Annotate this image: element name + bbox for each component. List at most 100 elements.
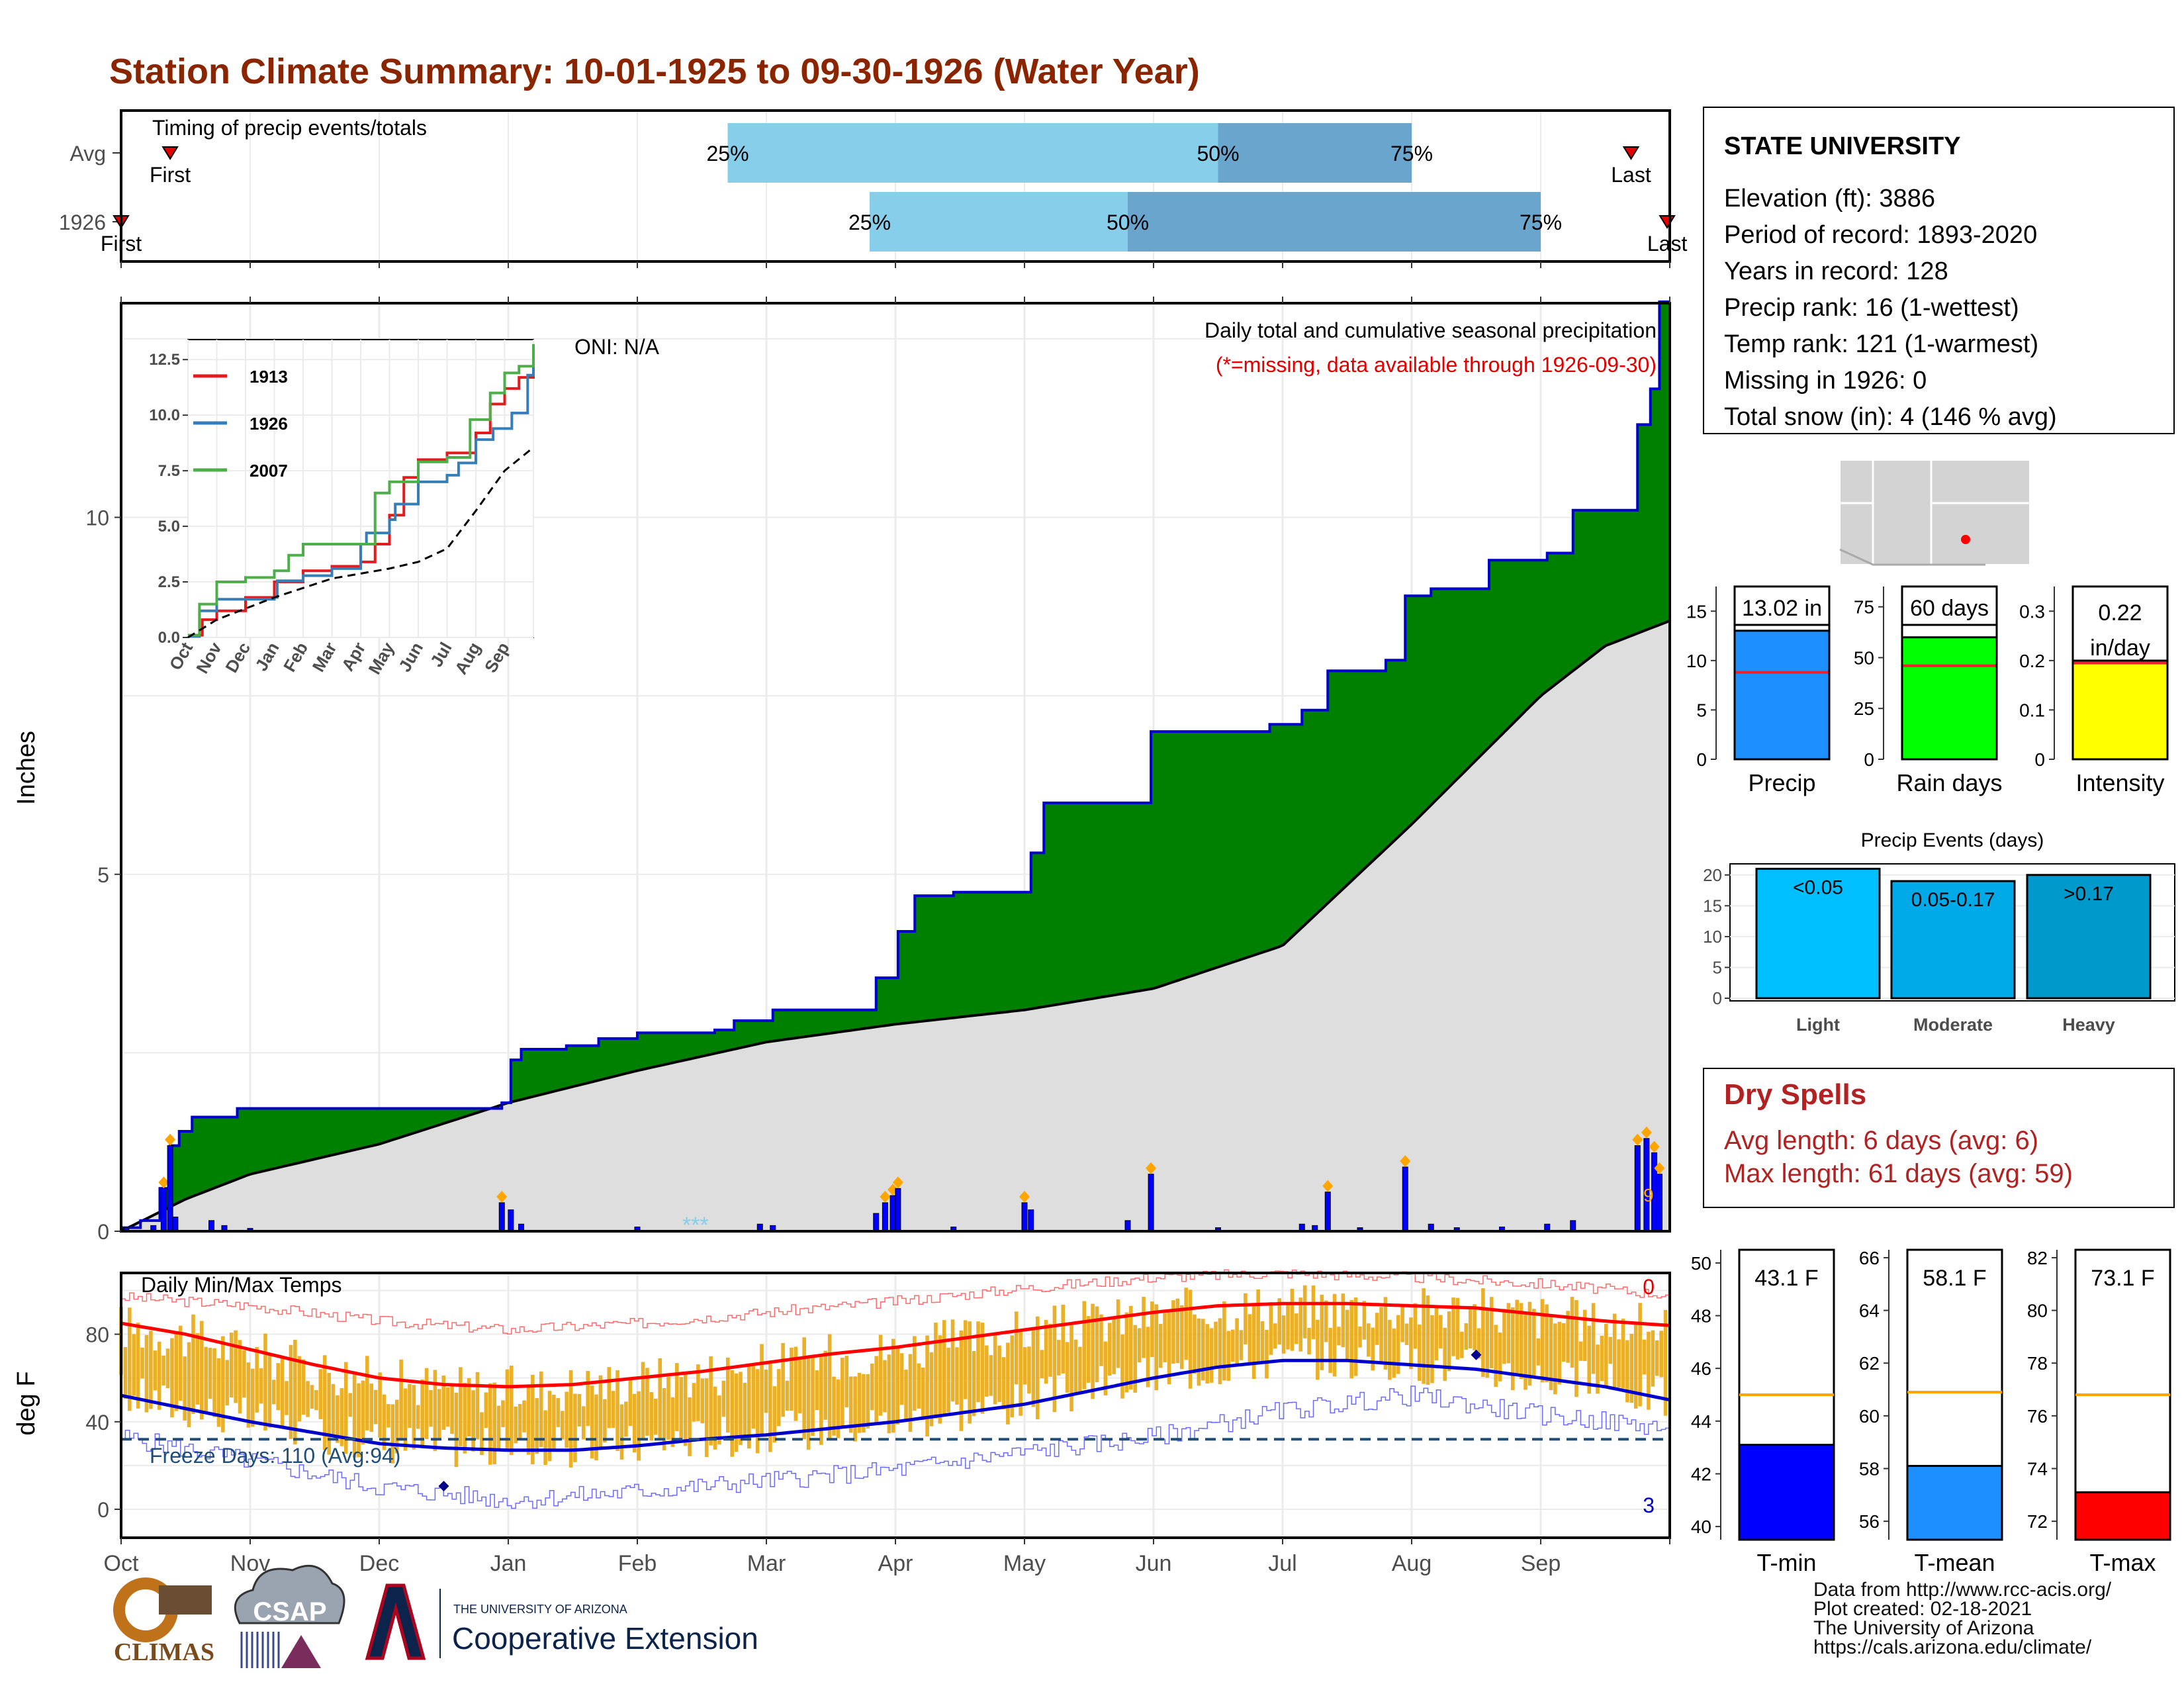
daily-temp-range-bar — [416, 1405, 420, 1429]
daily-temp-range-bar — [285, 1381, 289, 1415]
daily-temp-range-bar — [959, 1330, 964, 1431]
daily-precip-bar — [895, 1188, 901, 1232]
daily-temp-range-bar — [1244, 1293, 1248, 1344]
daily-temp-range-bar — [1133, 1325, 1138, 1393]
events-y-tick-label: 15 — [1703, 896, 1722, 915]
daily-temp-range-bar — [963, 1320, 968, 1399]
daily-temp-range-bar — [1251, 1303, 1256, 1380]
temperature-bars: 40 42 44 46 48 50 43.1 F T-min 56 58 60 62 64 66 58.1 … — [1691, 1248, 2171, 1576]
daily-temp-range-bar — [1184, 1288, 1188, 1360]
daily-temp-range-bar — [1596, 1344, 1600, 1394]
daily-temp-range-bar — [1353, 1297, 1358, 1376]
daily-temp-range-bar — [976, 1321, 980, 1403]
daily-temp-range-bar — [1545, 1304, 1549, 1383]
daily-temp-range-bar — [157, 1341, 161, 1410]
events-bar — [1755, 867, 1881, 1000]
precip-y-tick-label: 0 — [97, 1220, 109, 1244]
csap-mountain-icon — [281, 1635, 321, 1668]
daily-temp-range-bar — [212, 1348, 216, 1417]
daily-temp-range-bar — [679, 1377, 684, 1440]
summary-bar — [1901, 636, 1998, 761]
daily-temp-range-bar — [713, 1386, 717, 1450]
daily-temp-range-bar — [1298, 1297, 1303, 1352]
daily-temp-range-bar — [1137, 1328, 1142, 1363]
daily-temp-range-bar — [1226, 1331, 1231, 1381]
daily-temp-range-bar — [522, 1400, 526, 1432]
ua-big-text: Cooperative Extension — [452, 1621, 758, 1656]
timing-pct-label: 75% — [1520, 211, 1562, 234]
daily-temp-range-bar — [408, 1383, 412, 1429]
tempbar-y-tick-label: 72 — [2027, 1511, 2048, 1532]
dry-spells-box: Dry Spells Avg length: 6 days (avg: 6) Max… — [1703, 1068, 2175, 1208]
daily-temp-range-bar — [183, 1356, 187, 1421]
daily-temp-range-bar — [552, 1394, 556, 1450]
daily-temp-range-bar — [369, 1383, 374, 1432]
station-info-line: Years in record: 128 — [1724, 258, 1948, 285]
month-tick-label: Oct — [104, 1551, 139, 1576]
daily-temp-range-bar — [1383, 1297, 1388, 1370]
daily-temp-range-bar — [1409, 1317, 1413, 1370]
summary-y-tick-label: 75 — [1854, 597, 1874, 618]
daily-temp-range-bar — [1587, 1325, 1591, 1394]
map-coast — [1839, 548, 1985, 566]
daily-temp-range-bar — [1510, 1307, 1515, 1391]
summary-bars: 0 5 10 15 13.02 in Precip 0 25 50 75 60 days Rain d… — [1686, 585, 2169, 796]
record-marker — [1471, 1349, 1482, 1360]
summary-value-box — [1901, 585, 1998, 626]
daily-temp-range-bar — [1502, 1309, 1506, 1364]
events-y-tick-label: 0 — [1713, 988, 1722, 1008]
daily-temp-range-bar — [1404, 1323, 1409, 1345]
daily-temp-range-bar — [1633, 1322, 1638, 1409]
daily-temp-range-bar — [565, 1391, 569, 1448]
daily-temp-range-bar — [318, 1369, 323, 1419]
daily-temp-range-bar — [980, 1323, 985, 1414]
daily-temp-range-bar — [755, 1369, 760, 1454]
daily-temp-range-bar — [1629, 1334, 1634, 1403]
tempbar-label: T-max — [2089, 1549, 2156, 1576]
dry-spells-max: Max length: 61 days (avg: 59) — [1724, 1159, 2073, 1188]
daily-temp-range-bar — [467, 1378, 471, 1437]
daily-temp-range-bar — [271, 1380, 276, 1405]
station-info-line: Precip rank: 16 (1-wettest) — [1724, 294, 2019, 322]
month-tick-label: Sep — [1521, 1551, 1561, 1576]
daily-temp-range-bar — [1341, 1293, 1345, 1348]
daily-temp-range-bar — [1447, 1311, 1451, 1372]
daily-temp-range-bar — [1481, 1288, 1485, 1378]
daily-precip-bar — [508, 1209, 514, 1232]
daily-precip-bar — [172, 1216, 179, 1232]
daily-precip-marker — [158, 1176, 169, 1189]
daily-temp-range-bar — [204, 1346, 208, 1413]
daily-temp-range-bar — [1057, 1340, 1061, 1376]
inset-y-tick-label: 0.0 — [158, 629, 180, 647]
daily-temp-range-bar — [1099, 1314, 1103, 1366]
tempbar-y-tick-label: 66 — [1859, 1248, 1880, 1268]
daily-temp-range-bar — [149, 1331, 153, 1409]
tempbar-y-tick-label: 82 — [2027, 1248, 2048, 1268]
station-box: STATE UNIVERSITY Elevation (ft): 3886 Peri… — [1703, 107, 2175, 434]
events-y-tick-label: 5 — [1713, 957, 1722, 977]
daily-temp-range-bar — [1197, 1318, 1201, 1386]
daily-precip-marker — [892, 1176, 903, 1189]
daily-temp-range-bar — [581, 1406, 586, 1440]
daily-temp-range-bar — [1574, 1300, 1578, 1397]
inset-y-tick-label: 7.5 — [158, 462, 180, 480]
daily-temp-range-bar — [797, 1359, 802, 1414]
daily-temp-range-bar — [242, 1350, 246, 1398]
daily-temp-range-bar — [343, 1362, 348, 1454]
daily-temp-range-bar — [836, 1379, 841, 1438]
daily-temp-range-bar — [1302, 1285, 1307, 1338]
temperature-panel: Freeze Days: 110 (Avg:94) Daily Min/Max T… — [13, 1269, 1671, 1576]
daily-temp-range-bar — [216, 1358, 221, 1427]
daily-temp-range-bar — [938, 1335, 942, 1424]
daily-temp-range-bar — [764, 1369, 768, 1413]
summary-y-tick-label: 0 — [2034, 749, 2045, 770]
daily-temp-range-bar — [730, 1370, 734, 1457]
daily-temp-range-bar — [1621, 1318, 1625, 1389]
daily-temp-range-bar — [1557, 1321, 1562, 1385]
tempbar-y-tick-label: 64 — [1859, 1301, 1880, 1321]
events-y-tick-label: 10 — [1703, 927, 1722, 947]
daily-temp-range-bar — [1082, 1301, 1087, 1389]
daily-temp-range-bar — [1430, 1315, 1434, 1383]
daily-temp-range-bar — [1362, 1301, 1367, 1340]
daily-temp-range-bar — [535, 1398, 539, 1454]
